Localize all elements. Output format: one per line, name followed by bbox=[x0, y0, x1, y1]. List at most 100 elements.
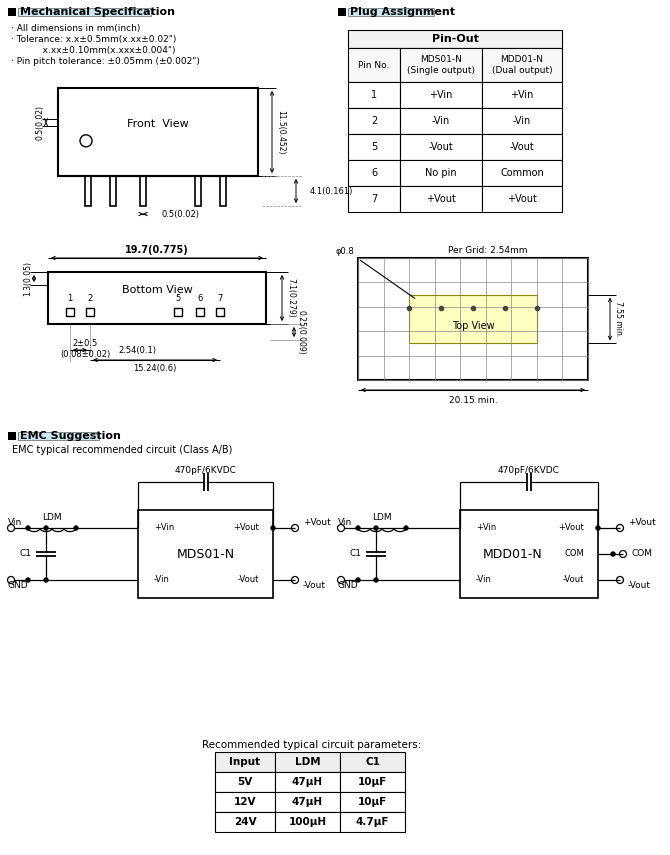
Circle shape bbox=[74, 526, 78, 530]
Bar bbox=[348, 160, 400, 186]
Text: 2: 2 bbox=[371, 116, 377, 126]
Text: -Vout: -Vout bbox=[628, 581, 651, 590]
Text: 100μH: 100μH bbox=[289, 817, 326, 827]
Bar bbox=[482, 160, 562, 186]
Text: 12V: 12V bbox=[234, 797, 256, 807]
Text: C1: C1 bbox=[350, 550, 362, 558]
Bar bbox=[400, 134, 482, 160]
Text: 7.55 min.: 7.55 min. bbox=[614, 301, 623, 337]
Bar bbox=[196, 308, 204, 316]
Text: EMC Suggestion: EMC Suggestion bbox=[20, 431, 121, 441]
Text: 2±0.5
(0.08±0.02): 2±0.5 (0.08±0.02) bbox=[60, 339, 111, 359]
Bar bbox=[215, 812, 275, 832]
Circle shape bbox=[44, 526, 48, 530]
Bar bbox=[215, 772, 275, 792]
Bar bbox=[460, 510, 598, 598]
Text: 10μF: 10μF bbox=[358, 777, 387, 787]
Text: No pin: No pin bbox=[425, 168, 457, 178]
Text: +Vout: +Vout bbox=[558, 523, 584, 533]
Text: 47μH: 47μH bbox=[292, 777, 323, 787]
Bar bbox=[340, 792, 405, 812]
Circle shape bbox=[356, 526, 360, 530]
Circle shape bbox=[26, 526, 30, 530]
Text: +Vin: +Vin bbox=[429, 90, 453, 100]
Text: LDM: LDM bbox=[295, 757, 320, 767]
Bar bbox=[482, 82, 562, 108]
Bar bbox=[275, 772, 340, 792]
Circle shape bbox=[611, 552, 615, 556]
Text: 4.7μF: 4.7μF bbox=[356, 817, 389, 827]
Text: 1.3(0.05): 1.3(0.05) bbox=[23, 261, 32, 296]
Text: 2: 2 bbox=[87, 293, 92, 303]
Text: 20.15 min.: 20.15 min. bbox=[449, 396, 497, 404]
Text: +Vout: +Vout bbox=[303, 518, 331, 527]
Text: 24V: 24V bbox=[234, 817, 257, 827]
Bar bbox=[482, 108, 562, 134]
Bar bbox=[18, 8, 151, 16]
Circle shape bbox=[44, 578, 48, 582]
Bar bbox=[195, 176, 201, 206]
Bar bbox=[275, 752, 340, 772]
Bar bbox=[409, 295, 537, 344]
Circle shape bbox=[271, 526, 275, 530]
Text: -Vin: -Vin bbox=[432, 116, 450, 126]
Circle shape bbox=[356, 578, 360, 582]
Bar bbox=[348, 134, 400, 160]
Text: · Tolerance: x.x±0.5mm(x.xx±0.02"): · Tolerance: x.x±0.5mm(x.xx±0.02") bbox=[11, 35, 176, 44]
Bar bbox=[275, 792, 340, 812]
Text: 1: 1 bbox=[68, 293, 72, 303]
Text: Front  View: Front View bbox=[127, 119, 189, 129]
Text: 7: 7 bbox=[217, 293, 222, 303]
Text: Vin: Vin bbox=[8, 518, 22, 527]
Bar bbox=[140, 176, 146, 206]
Bar bbox=[174, 308, 182, 316]
Text: 0.5(0.02): 0.5(0.02) bbox=[161, 209, 199, 219]
Bar bbox=[340, 752, 405, 772]
Text: C1: C1 bbox=[365, 757, 380, 767]
Circle shape bbox=[374, 526, 378, 530]
Circle shape bbox=[374, 578, 378, 582]
Bar bbox=[400, 186, 482, 212]
Text: 6: 6 bbox=[371, 168, 377, 178]
Text: -Vout: -Vout bbox=[563, 575, 584, 585]
Text: Common: Common bbox=[500, 168, 544, 178]
Bar bbox=[348, 108, 400, 134]
Text: 5: 5 bbox=[176, 293, 181, 303]
Text: -Vin: -Vin bbox=[513, 116, 531, 126]
Bar bbox=[348, 82, 400, 108]
Bar bbox=[85, 176, 91, 206]
Text: 10μF: 10μF bbox=[358, 797, 387, 807]
Circle shape bbox=[26, 578, 30, 582]
Bar bbox=[216, 308, 224, 316]
Bar bbox=[348, 8, 434, 16]
Text: +Vout: +Vout bbox=[507, 194, 537, 204]
Text: 7.1(0.279): 7.1(0.279) bbox=[286, 278, 295, 318]
Bar bbox=[338, 8, 346, 16]
Text: COM: COM bbox=[631, 550, 652, 558]
Bar bbox=[348, 186, 400, 212]
Bar bbox=[482, 134, 562, 160]
Text: Recommended typical circuit parameters:: Recommended typical circuit parameters: bbox=[202, 740, 421, 750]
Text: Vin: Vin bbox=[338, 518, 352, 527]
Text: -Vout: -Vout bbox=[303, 581, 326, 590]
Text: 0.5(0.02): 0.5(0.02) bbox=[35, 105, 44, 140]
Text: +Vout: +Vout bbox=[628, 518, 656, 527]
Bar bbox=[340, 812, 405, 832]
Text: -Vout: -Vout bbox=[238, 575, 259, 585]
Text: EMC typical recommended circuit (Class A/B): EMC typical recommended circuit (Class A… bbox=[12, 445, 232, 455]
Text: Per Grid: 2.54mm: Per Grid: 2.54mm bbox=[448, 245, 528, 255]
Text: MDS01-N
(Single output): MDS01-N (Single output) bbox=[407, 56, 475, 74]
Bar bbox=[275, 812, 340, 832]
Text: Mechanical Specification: Mechanical Specification bbox=[20, 7, 175, 17]
Text: Pin-Out: Pin-Out bbox=[431, 34, 478, 44]
Text: φ0.8: φ0.8 bbox=[335, 247, 354, 256]
Circle shape bbox=[596, 526, 600, 530]
Text: Top View: Top View bbox=[452, 321, 494, 332]
Bar bbox=[8, 8, 16, 16]
Bar bbox=[8, 432, 16, 440]
Text: 470pF/6KVDC: 470pF/6KVDC bbox=[175, 465, 237, 475]
Text: +Vout: +Vout bbox=[233, 523, 259, 533]
Bar bbox=[400, 82, 482, 108]
Text: Input: Input bbox=[229, 757, 261, 767]
Bar bbox=[86, 308, 94, 316]
